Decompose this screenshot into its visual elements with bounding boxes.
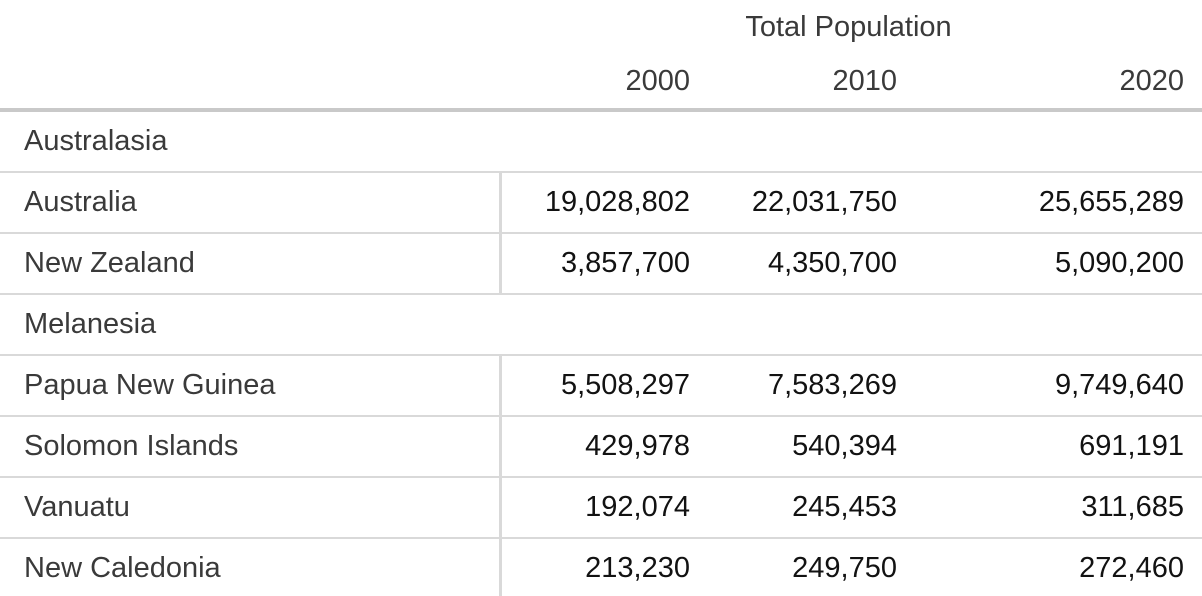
column-header-2010: 2010	[700, 54, 907, 112]
row-label: New Zealand	[0, 233, 500, 295]
population-value: 9,749,640	[907, 355, 1202, 417]
row-label: New Caledonia	[0, 538, 500, 596]
population-value: 249,750	[700, 538, 907, 596]
title-spacer	[0, 0, 500, 54]
table-row: New Zealand 3,857,700 4,350,700 5,090,200	[0, 233, 1202, 295]
group-row: Australasia	[0, 110, 1202, 173]
population-value: 213,230	[498, 538, 700, 596]
population-value: 5,090,200	[907, 233, 1202, 295]
table-body: Australasia Australia 19,028,802 22,031,750…	[0, 110, 1202, 596]
year-spacer	[0, 54, 500, 112]
population-value: 5,508,297	[498, 355, 700, 417]
population-value: 272,460	[907, 538, 1202, 596]
population-value: 7,583,269	[700, 355, 907, 417]
column-header-2020: 2020	[907, 54, 1202, 112]
population-value: 19,028,802	[498, 172, 700, 234]
population-value: 245,453	[700, 477, 907, 539]
population-value: 540,394	[700, 416, 907, 478]
population-value: 311,685	[907, 477, 1202, 539]
row-label: Solomon Islands	[0, 416, 500, 478]
row-label: Australia	[0, 172, 500, 234]
group-label: Australasia	[0, 110, 1202, 173]
year-header-row: 2000 2010 2020	[0, 54, 1202, 112]
group-label: Melanesia	[0, 294, 1202, 356]
population-value: 25,655,289	[907, 172, 1202, 234]
table-header: Total Population 2000 2010 2020	[0, 0, 1202, 112]
table-row: Australia 19,028,802 22,031,750 25,655,289	[0, 172, 1202, 234]
population-value: 192,074	[498, 477, 700, 539]
table-row: Papua New Guinea 5,508,297 7,583,269 9,749,…	[0, 355, 1202, 417]
row-label: Vanuatu	[0, 477, 500, 539]
table-row: Vanuatu 192,074 245,453 311,685	[0, 477, 1202, 539]
table-title: Total Population	[500, 0, 1202, 54]
population-value: 429,978	[498, 416, 700, 478]
column-header-2000: 2000	[500, 54, 700, 112]
population-value: 691,191	[907, 416, 1202, 478]
table-row: Solomon Islands 429,978 540,394 691,191	[0, 416, 1202, 478]
group-row: Melanesia	[0, 294, 1202, 356]
population-value: 4,350,700	[700, 233, 907, 295]
population-value: 3,857,700	[498, 233, 700, 295]
table-row: New Caledonia 213,230 249,750 272,460	[0, 538, 1202, 596]
row-label: Papua New Guinea	[0, 355, 500, 417]
population-value: 22,031,750	[700, 172, 907, 234]
title-row: Total Population	[0, 0, 1202, 54]
